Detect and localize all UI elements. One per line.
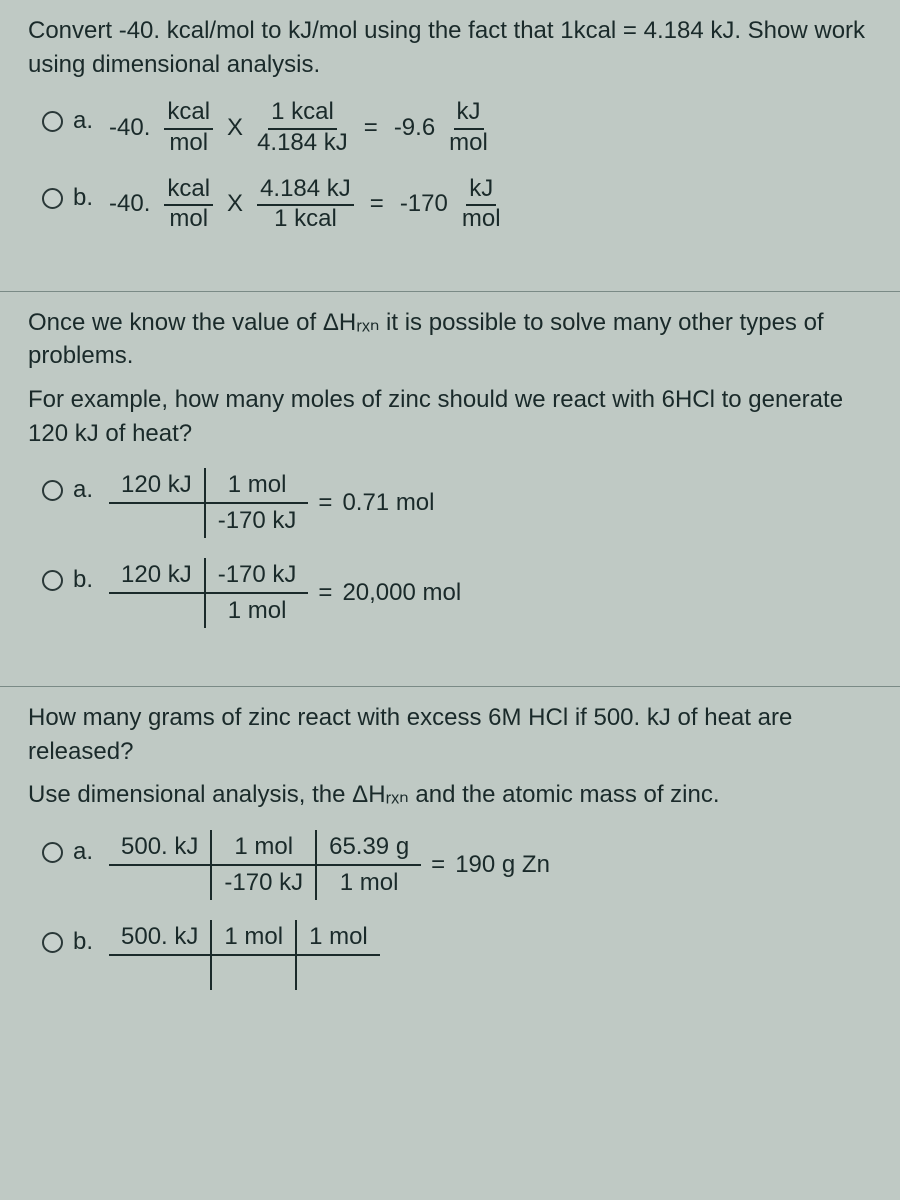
- times: X: [227, 114, 243, 142]
- q3-option-b[interactable]: b. 500. kJ 1 mol 1 mol: [42, 920, 872, 990]
- result: 190 g Zn: [455, 851, 550, 879]
- result-coef: -9.6: [394, 114, 435, 142]
- result-coef: -170: [400, 190, 448, 218]
- equals: =: [429, 851, 447, 879]
- radio-icon[interactable]: [42, 111, 63, 132]
- result: 20,000 mol: [342, 579, 461, 607]
- radio-icon[interactable]: [42, 932, 63, 953]
- option-letter: b.: [73, 184, 97, 212]
- dim-analysis: 500. kJ 1 mol -170 kJ 65.39 g 1 mol: [109, 830, 421, 900]
- q1-option-a[interactable]: a. -40. kcal mol X 1 kcal 4.184 kJ = -9.…: [42, 99, 872, 156]
- fraction: 1 kcal 4.184 kJ: [257, 99, 348, 156]
- q2b-equation: 120 kJ -170 kJ 1 mol = 20,000 mol: [109, 558, 461, 628]
- option-letter: a.: [73, 107, 97, 135]
- equals: =: [362, 114, 380, 142]
- fraction: kcal mol: [164, 176, 213, 233]
- question-2-prompt: For example, how many moles of zinc shou…: [28, 383, 872, 450]
- equals: =: [316, 489, 334, 517]
- fraction: kcal mol: [164, 99, 213, 156]
- equals: =: [368, 190, 386, 218]
- radio-icon[interactable]: [42, 188, 63, 209]
- option-letter: b.: [73, 928, 97, 956]
- question-1: Convert -40. kcal/mol to kJ/mol using th…: [0, 0, 900, 261]
- q3a-equation: 500. kJ 1 mol -170 kJ 65.39 g 1 mol = 19…: [109, 830, 550, 900]
- q1b-equation: -40. kcal mol X 4.184 kJ 1 kcal = -170 k…: [109, 176, 501, 233]
- q3b-equation: 500. kJ 1 mol 1 mol: [109, 920, 380, 990]
- question-3-prompt: How many grams of zinc react with excess…: [28, 701, 872, 768]
- radio-icon[interactable]: [42, 842, 63, 863]
- question-3: How many grams of zinc react with excess…: [0, 687, 900, 998]
- dim-analysis: 120 kJ -170 kJ 1 mol: [109, 558, 308, 628]
- option-letter: b.: [73, 566, 97, 594]
- coef: -40.: [109, 114, 150, 142]
- coef: -40.: [109, 190, 150, 218]
- q1a-equation: -40. kcal mol X 1 kcal 4.184 kJ = -9.6 k…: [109, 99, 488, 156]
- option-letter: a.: [73, 476, 97, 504]
- equals: =: [316, 579, 334, 607]
- q2-option-a[interactable]: a. 120 kJ 1 mol -170 kJ = 0.71 mol: [42, 468, 872, 538]
- question-2: Once we know the value of ΔHᵣₓₙ it is po…: [0, 292, 900, 656]
- fraction: kJ mol: [449, 99, 488, 156]
- q2-option-b[interactable]: b. 120 kJ -170 kJ 1 mol = 20,000 mol: [42, 558, 872, 628]
- fraction: kJ mol: [462, 176, 501, 233]
- question-3-sub: Use dimensional analysis, the ΔHᵣₓₙ and …: [28, 778, 872, 812]
- radio-icon[interactable]: [42, 480, 63, 501]
- question-2-intro: Once we know the value of ΔHᵣₓₙ it is po…: [28, 306, 872, 373]
- q1-option-b[interactable]: b. -40. kcal mol X 4.184 kJ 1 kcal = -17…: [42, 176, 872, 233]
- option-letter: a.: [73, 838, 97, 866]
- result: 0.71 mol: [342, 489, 434, 517]
- q3-option-a[interactable]: a. 500. kJ 1 mol -170 kJ 65.39 g 1 mol: [42, 830, 872, 900]
- dim-analysis: 120 kJ 1 mol -170 kJ: [109, 468, 308, 538]
- times: X: [227, 190, 243, 218]
- question-1-prompt: Convert -40. kcal/mol to kJ/mol using th…: [28, 14, 872, 81]
- radio-icon[interactable]: [42, 570, 63, 591]
- fraction: 4.184 kJ 1 kcal: [257, 176, 354, 233]
- dim-analysis: 500. kJ 1 mol 1 mol: [109, 920, 380, 990]
- q2a-equation: 120 kJ 1 mol -170 kJ = 0.71 mol: [109, 468, 435, 538]
